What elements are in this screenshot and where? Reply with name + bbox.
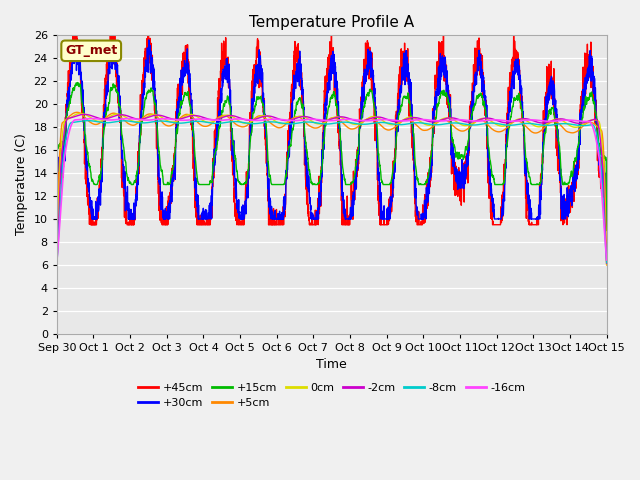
Line: -8cm: -8cm: [57, 120, 607, 265]
-2cm: [533, 119, 541, 125]
+15cm: [53, 222, 61, 228]
+5cm: [533, 130, 541, 136]
X-axis label: Time: Time: [316, 359, 347, 372]
+30cm: [53, 153, 61, 158]
+45cm: [148, 77, 156, 83]
0cm: [533, 124, 541, 130]
0cm: [592, 117, 600, 123]
+45cm: [288, 86, 296, 92]
Line: +15cm: +15cm: [57, 83, 607, 230]
-8cm: [288, 121, 296, 127]
+45cm: [116, 120, 124, 125]
+30cm: [603, 169, 611, 175]
-16cm: [288, 118, 296, 123]
Line: +45cm: +45cm: [57, 30, 607, 225]
-16cm: [116, 116, 124, 122]
+45cm: [70, 27, 78, 33]
-8cm: [53, 263, 61, 268]
+15cm: [116, 104, 124, 109]
0cm: [76, 110, 84, 116]
0cm: [603, 261, 611, 267]
-2cm: [592, 116, 600, 122]
+30cm: [116, 93, 124, 99]
-16cm: [592, 136, 600, 142]
Legend: +45cm, +30cm, +15cm, +5cm, 0cm, -2cm, -8cm, -16cm: +45cm, +30cm, +15cm, +5cm, 0cm, -2cm, -8…: [134, 378, 530, 412]
+45cm: [603, 186, 611, 192]
Line: +30cm: +30cm: [57, 40, 607, 219]
+5cm: [264, 118, 272, 123]
-2cm: [80, 111, 88, 117]
-8cm: [533, 121, 541, 127]
-16cm: [264, 117, 272, 122]
-2cm: [53, 264, 61, 270]
0cm: [264, 113, 272, 119]
+45cm: [593, 109, 600, 115]
0cm: [116, 111, 124, 117]
+15cm: [603, 228, 611, 233]
+15cm: [288, 132, 296, 138]
-8cm: [603, 260, 611, 265]
+15cm: [74, 80, 81, 85]
-16cm: [533, 117, 541, 123]
+30cm: [533, 215, 541, 220]
Title: Temperature Profile A: Temperature Profile A: [249, 15, 414, 30]
0cm: [288, 117, 296, 122]
+30cm: [145, 37, 153, 43]
-2cm: [116, 112, 124, 118]
+15cm: [533, 181, 541, 187]
+5cm: [592, 122, 600, 128]
-16cm: [53, 260, 61, 265]
-8cm: [116, 118, 124, 124]
+30cm: [264, 186, 272, 192]
+5cm: [116, 113, 124, 119]
Line: -16cm: -16cm: [57, 119, 607, 263]
-2cm: [288, 117, 296, 122]
-8cm: [264, 119, 272, 125]
+45cm: [87, 222, 95, 228]
-8cm: [148, 119, 156, 125]
Line: -2cm: -2cm: [57, 114, 607, 267]
+45cm: [264, 198, 272, 204]
0cm: [148, 112, 156, 118]
-2cm: [148, 113, 156, 119]
-16cm: [148, 117, 156, 123]
+45cm: [53, 155, 61, 160]
+45cm: [533, 222, 541, 228]
-16cm: [603, 257, 611, 263]
Line: 0cm: 0cm: [57, 113, 607, 268]
+30cm: [88, 216, 96, 222]
+5cm: [53, 268, 61, 274]
+30cm: [148, 73, 156, 79]
+15cm: [592, 110, 600, 116]
-8cm: [84, 118, 92, 123]
+15cm: [148, 88, 156, 94]
+5cm: [73, 109, 81, 115]
+30cm: [593, 120, 600, 125]
Text: GT_met: GT_met: [65, 44, 117, 57]
+15cm: [264, 156, 272, 161]
0cm: [53, 265, 61, 271]
+5cm: [288, 116, 296, 122]
+30cm: [288, 112, 296, 118]
-16cm: [88, 116, 95, 121]
Line: +5cm: +5cm: [57, 112, 607, 271]
+5cm: [603, 262, 611, 268]
-2cm: [603, 261, 611, 266]
-2cm: [264, 113, 272, 119]
+5cm: [148, 111, 156, 117]
-8cm: [592, 129, 600, 134]
Y-axis label: Temperature (C): Temperature (C): [15, 133, 28, 236]
